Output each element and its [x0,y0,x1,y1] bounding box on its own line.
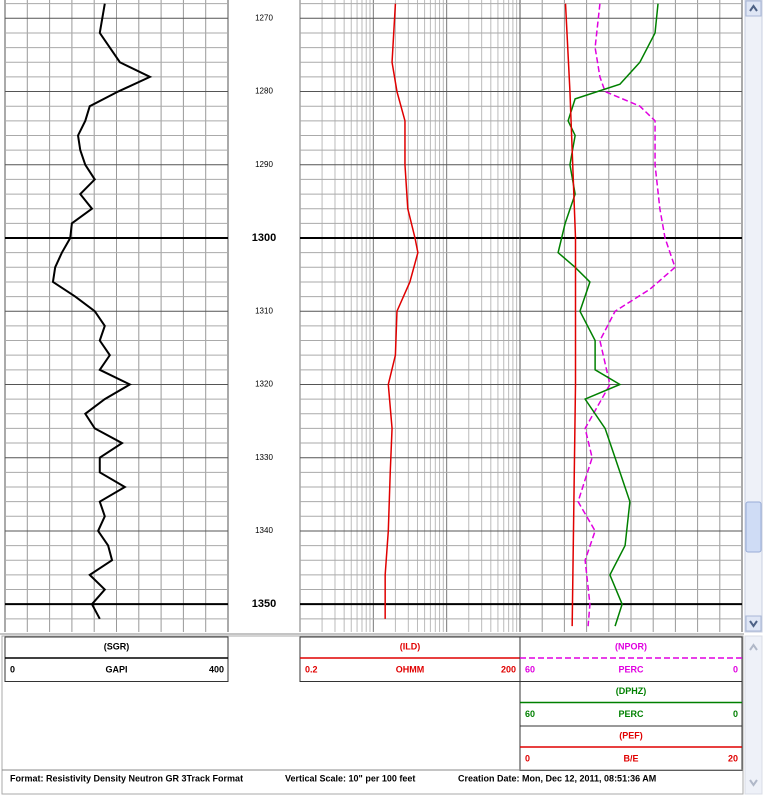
scroll-thumb[interactable] [745,501,762,553]
scroll-up[interactable] [745,0,762,17]
curve-unit: OHMM [396,664,425,674]
curve-header: (NPOR) 60 PERC 0 [519,636,743,682]
scale-right: 0 [733,709,738,719]
log-curve [577,3,676,627]
scroll-down[interactable] [745,615,762,632]
log-curve [564,3,577,627]
footer-date: Creation Date: Mon, Dec 12, 2011, 08:51:… [458,773,656,783]
scale-left: 0 [525,753,530,763]
depth-label: 1340 [255,526,273,535]
scale-right: 0 [733,664,738,674]
depth-label: 1320 [255,380,273,389]
log-curve [384,3,419,619]
log-curve [557,3,659,627]
depth-label: 1290 [255,160,273,169]
scroll-track [744,0,763,633]
curve-header: (SGR) 0 GAPI 400 [4,636,229,682]
curve-name: (PEF) [619,730,643,740]
header-box [4,636,229,682]
scale-right: 200 [501,664,516,674]
arrow [749,779,758,787]
depth-label: 1330 [255,453,273,462]
curve-unit: GAPI [105,664,127,674]
curve-name: (ILD) [400,641,421,651]
depth-label: 1350 [252,598,276,610]
arrow [749,620,758,628]
scale-right: 400 [209,664,224,674]
arrow [749,643,758,651]
scrollbar-bottom[interactable] [744,635,763,795]
scale-left: 60 [525,664,535,674]
arrow [749,4,758,12]
scale-left: 0 [10,664,15,674]
scale-left: 60 [525,709,535,719]
curve-name: (NPOR) [615,641,647,651]
curve-unit: PERC [618,709,644,719]
track-grid [4,0,229,632]
track-grid [299,0,520,632]
depth-label: 1280 [255,87,273,96]
curve-unit: B/E [623,753,638,763]
scroll-track [744,635,763,795]
footer-format: Format: Resistivity Density Neutron GR 3… [10,773,243,783]
depth-label: 1300 [252,232,276,244]
curve-unit: PERC [618,664,644,674]
curve-header: (PEF) 0 B/E 20 [519,725,743,771]
depth-label: 1310 [255,306,273,315]
curve-name: (DPHZ) [616,686,647,696]
curve-name: (SGR) [104,641,130,651]
log-tracks: 1270 1280 1290 1300 1310 1320 1330 1340 1350 (SGR… [4,0,743,771]
scale-right: 20 [728,753,738,763]
depth-label: 1270 [255,13,273,22]
header-pane [1,635,744,795]
curve-header: (ILD) 0.2 OHMM 200 [299,636,521,682]
track-grid [519,0,743,632]
footer-scale: Vertical Scale: 10" per 100 feet [285,773,415,783]
scrollbar-top[interactable] [744,0,763,633]
scale-left: 0.2 [305,664,318,674]
log-curve [51,3,153,620]
